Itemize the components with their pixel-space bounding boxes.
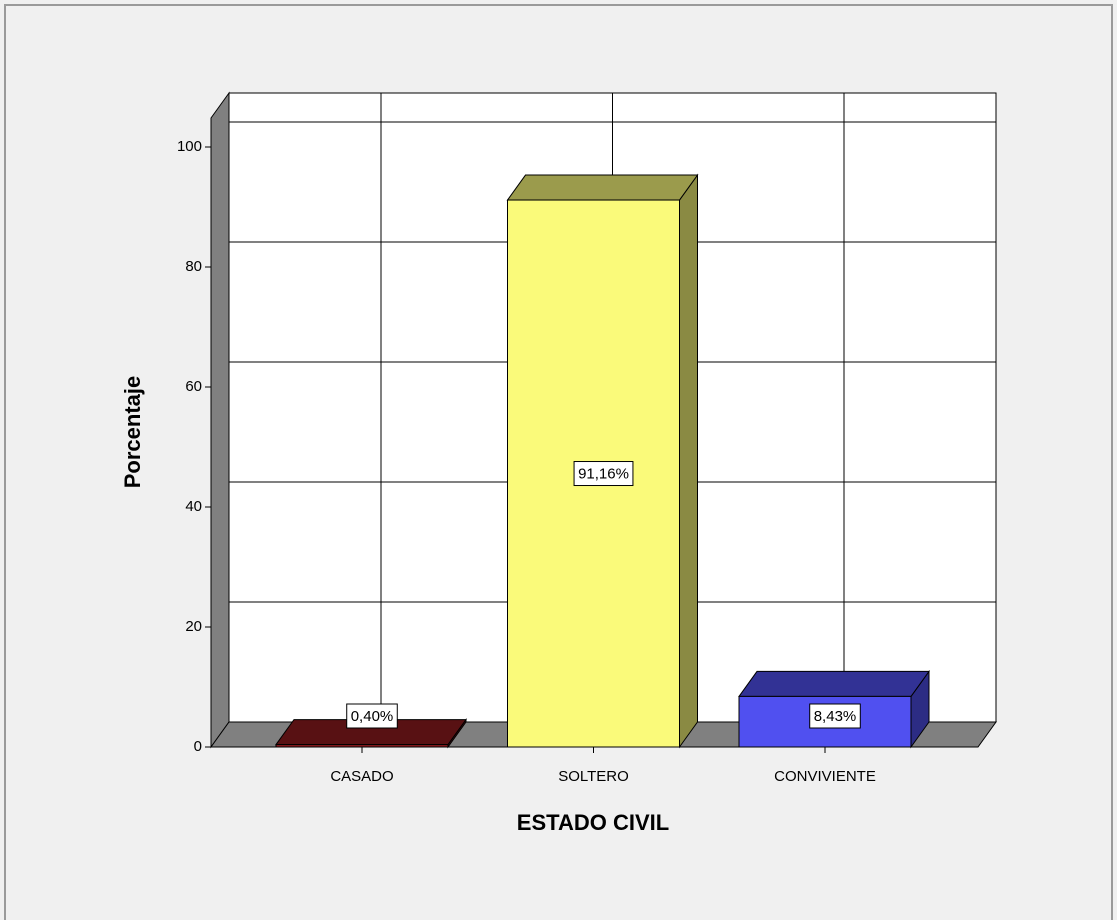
bar	[275, 744, 449, 748]
x-tick-label: CASADO	[330, 768, 393, 785]
y-tick-label: 100	[177, 138, 202, 155]
left-wall	[210, 91, 230, 749]
value-label: 8,43%	[814, 708, 857, 725]
value-label-box	[346, 703, 398, 729]
bar-top	[506, 174, 699, 201]
value-label: 0,40%	[351, 708, 394, 725]
x-axis-title: ESTADO CIVIL	[517, 810, 669, 835]
y-tick-label: 80	[185, 258, 202, 275]
bar-side	[679, 173, 698, 749]
y-axis-title: Porcentaje	[120, 376, 145, 489]
y-tick-label: 0	[194, 738, 202, 755]
bar-top	[738, 670, 930, 697]
value-label-box	[809, 703, 861, 729]
y-tick-label: 40	[185, 498, 202, 515]
y-tick-label: 60	[185, 378, 202, 395]
value-label-box	[573, 461, 634, 487]
x-tick-label: SOLTERO	[558, 768, 629, 785]
value-label: 91,16%	[578, 465, 629, 482]
x-tick-label: CONVIVIENTE	[774, 768, 876, 785]
y-tick-label: 20	[185, 618, 202, 635]
